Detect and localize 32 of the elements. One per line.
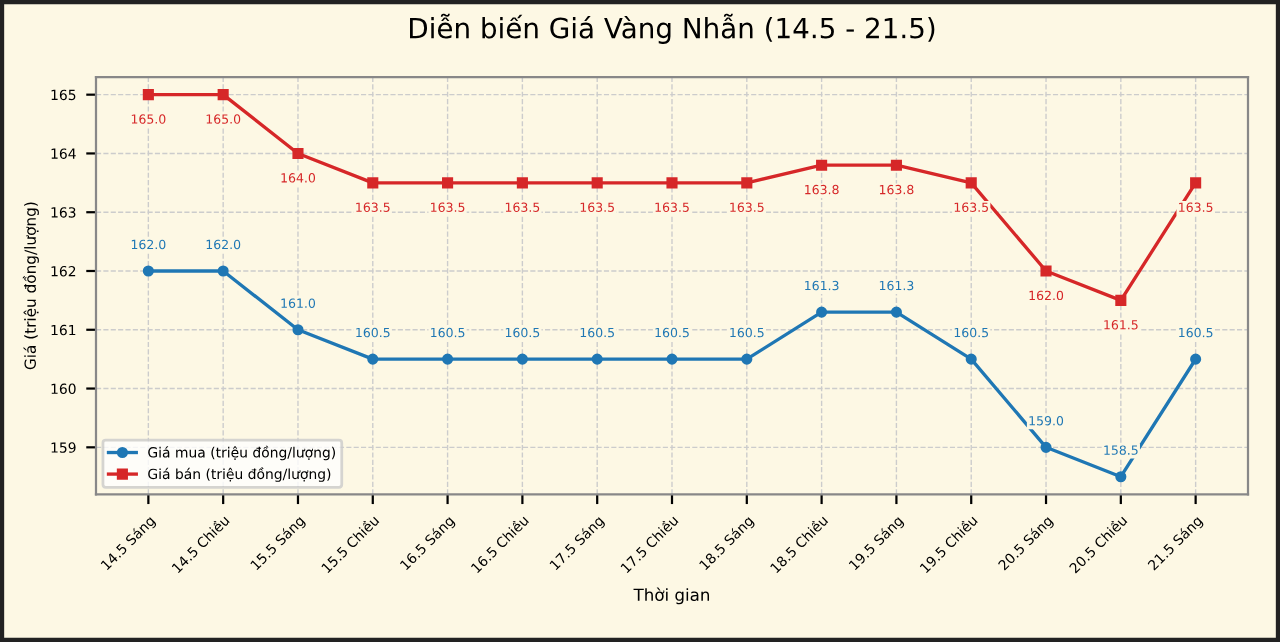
point <box>1040 441 1052 453</box>
point <box>1115 294 1127 306</box>
chart-title: Diễn biến Giá Vàng Nhẫn (14.5 - 21.5) <box>410 13 935 44</box>
point <box>442 177 454 189</box>
point <box>666 177 678 189</box>
point <box>741 177 753 189</box>
x-axis-title: Thời gian <box>633 587 710 605</box>
point <box>367 177 379 189</box>
point <box>367 353 379 365</box>
point <box>142 265 154 277</box>
point <box>1115 471 1127 483</box>
point <box>666 353 678 365</box>
point <box>1040 265 1052 277</box>
point <box>591 177 603 189</box>
point <box>442 353 454 365</box>
point <box>142 89 154 101</box>
point <box>890 159 902 171</box>
point <box>217 265 229 277</box>
point <box>1190 177 1202 189</box>
point <box>217 89 229 101</box>
point <box>816 159 828 171</box>
point <box>516 353 528 365</box>
point <box>516 177 528 189</box>
point <box>741 353 753 365</box>
point <box>890 306 902 318</box>
point <box>816 306 828 318</box>
point <box>292 147 304 159</box>
point <box>965 177 977 189</box>
point <box>1190 353 1202 365</box>
point <box>292 324 304 336</box>
point <box>591 353 603 365</box>
point <box>965 353 977 365</box>
